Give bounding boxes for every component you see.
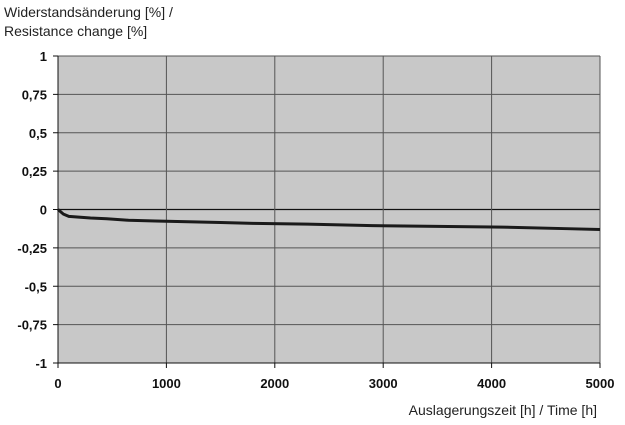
y-tick-label: -0,25: [17, 241, 47, 256]
series-line: [57, 208, 601, 231]
y-tick-label: -1: [35, 356, 47, 371]
y-tick-label: 1: [40, 49, 47, 64]
x-tick-label: 0: [54, 376, 61, 391]
x-tick-label: 3000: [369, 376, 398, 391]
x-tick-label: 2000: [260, 376, 289, 391]
y-tick-label: 0: [40, 203, 47, 218]
y-axis-label-line2: Resistance change [%]: [4, 23, 148, 39]
x-axis-label: Auslagerungszeit [h] / Time [h]: [408, 402, 597, 418]
y-tick-label: 0,75: [22, 87, 47, 102]
y-tick-label: -0,5: [25, 279, 47, 294]
y-tick-label: -0,75: [17, 318, 47, 333]
x-tick-label: 5000: [586, 376, 615, 391]
y-tick-label: 0,25: [22, 164, 47, 179]
x-tick-label: 1000: [152, 376, 181, 391]
y-tick-label: 0,5: [29, 126, 47, 141]
x-tick-label: 4000: [477, 376, 506, 391]
y-axis-label-line1: Widerstandsänderung [%] /: [4, 4, 173, 20]
